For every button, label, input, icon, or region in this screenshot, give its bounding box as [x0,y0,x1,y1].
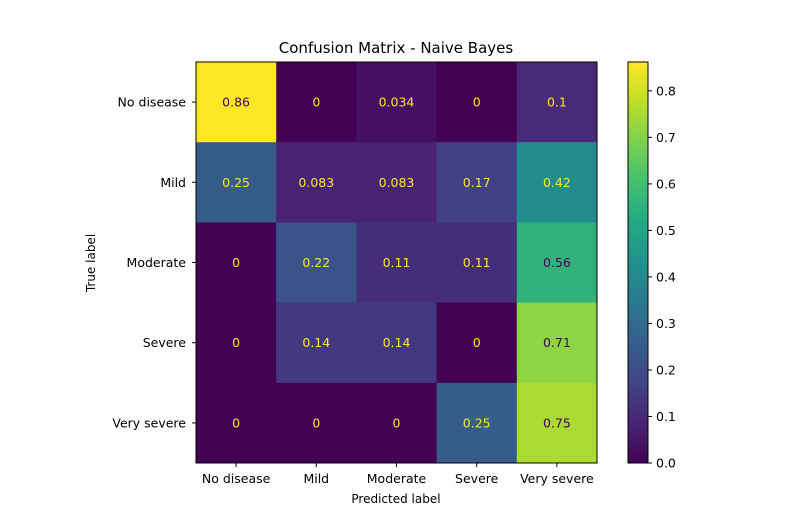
heatmap-cell [516,62,598,143]
colorbar-tick-label: 0.0 [656,456,676,471]
heatmap-cell [196,222,277,304]
x-axis-ticks: No disease Mild Moderate Severe Very severe [202,463,594,486]
heatmap-cell [516,142,598,223]
heatmap-cell-labels: 0.86 0 0.034 0 0.1 0.25 0.083 0.083 0.17 0.42 0 0.2… [222,95,571,431]
x-tick-label: Moderate [367,471,427,486]
cell-value-label: 0.56 [543,255,571,270]
cell-value-label: 0.71 [543,335,571,350]
x-tick-label: Severe [455,471,499,486]
cell-value-label: 0.14 [383,335,411,350]
y-axis-ticks: No disease Mild Moderate Severe Very severe [112,95,196,430]
heatmap-cell [196,382,277,464]
heatmap-cell [436,142,518,223]
heatmap-cell [436,382,518,464]
cell-value-label: 0 [473,95,481,110]
cell-value-label: 0.1 [547,95,567,110]
cell-value-label: 0.22 [302,255,330,270]
heatmap-cell [436,302,518,384]
cell-value-label: 0 [232,415,240,430]
cell-value-label: 0 [232,335,240,350]
x-tick-label: Very severe [520,471,594,486]
heatmap-cell [276,382,357,464]
heatmap-cell [356,142,438,223]
cell-value-label: 0.42 [543,175,571,190]
x-axis-label: Predicted label [351,492,440,506]
cell-value-label: 0.14 [302,335,330,350]
colorbar [627,61,649,464]
colorbar-tick-label: 0.2 [656,362,676,377]
cell-value-label: 0.11 [463,255,491,270]
heatmap-cell [356,62,438,143]
colorbar-tick-label: 0.5 [656,223,676,238]
heatmap-cell [356,222,438,304]
heatmap-cell [276,302,357,384]
heatmap-cell [196,302,277,384]
cell-value-label: 0.86 [222,95,250,110]
x-tick-label: No disease [202,471,271,486]
heatmap-cells [196,62,598,464]
cell-value-label: 0 [393,415,401,430]
y-tick-label: Moderate [127,255,187,270]
y-axis-label: True label [84,234,98,293]
cell-value-label: 0.25 [222,175,250,190]
colorbar-ticks: 0.0 0.1 0.2 0.3 0.4 0.5 0.6 0.7 0.8 [648,83,676,471]
heatmap-cell [196,62,277,143]
heatmap-cell [436,222,518,304]
cell-value-label: 0.25 [463,415,491,430]
colorbar-tick-label: 0.1 [656,409,676,424]
colorbar-tick-label: 0.7 [656,130,676,145]
cell-value-label: 0.034 [379,95,415,110]
heatmap-cell [196,142,277,223]
cell-value-label: 0 [473,335,481,350]
cell-value-label: 0 [232,255,240,270]
cell-value-label: 0.083 [298,175,334,190]
cell-value-label: 0.11 [383,255,411,270]
cell-value-label: 0 [312,415,320,430]
chart-title: Confusion Matrix - Naive Bayes [279,39,514,57]
heatmap-cell [516,302,598,384]
heatmap-cell [356,302,438,384]
cell-value-label: 0 [312,95,320,110]
heatmap-cell [276,142,357,223]
colorbar-tick-label: 0.6 [656,176,676,191]
heatmap-cell [276,62,357,143]
colorbar-tick-label: 0.3 [656,316,676,331]
y-tick-label: No disease [118,95,187,110]
colorbar-tick-label: 0.4 [656,269,676,284]
heatmap-cell [436,62,518,143]
cell-value-label: 0.083 [379,175,415,190]
heatmap-cell [516,222,598,304]
cell-value-label: 0.17 [463,175,491,190]
x-tick-label: Mild [303,471,329,486]
heatmap-cell [276,222,357,304]
cell-value-label: 0.75 [543,415,571,430]
heatmap-cell [516,382,598,464]
y-tick-label: Very severe [112,415,186,430]
y-tick-label: Severe [143,335,187,350]
heatmap-cell [356,382,438,464]
y-tick-label: Mild [160,175,186,190]
colorbar-tick-label: 0.8 [656,83,676,98]
